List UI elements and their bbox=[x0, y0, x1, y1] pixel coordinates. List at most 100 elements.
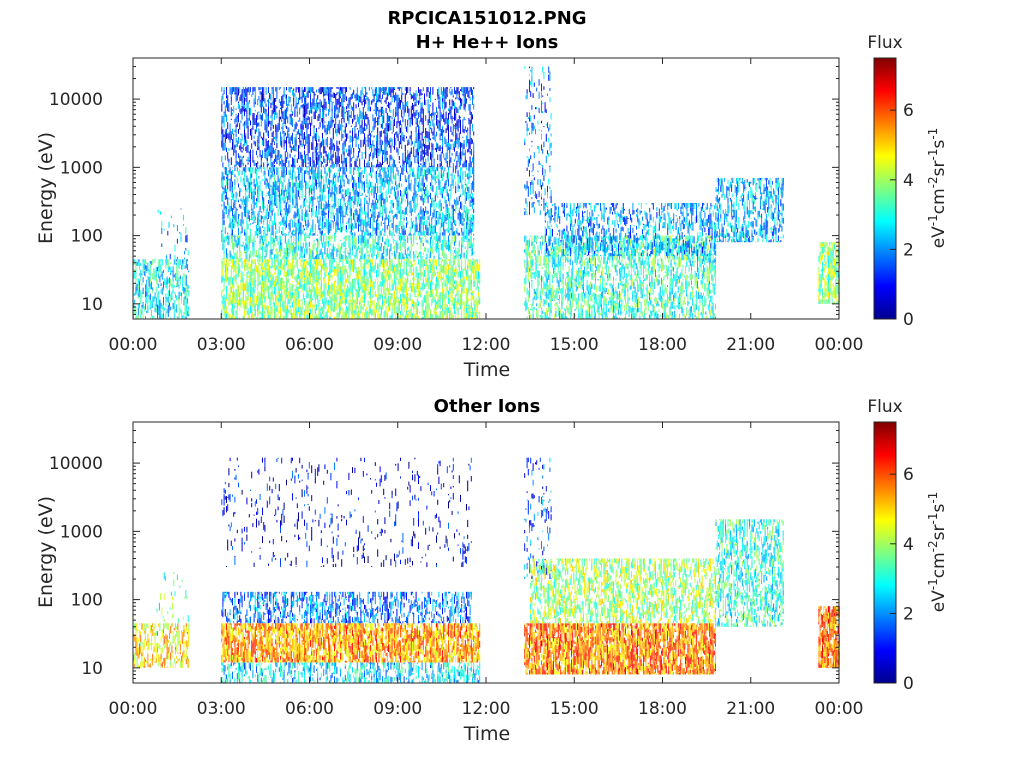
flux-cell bbox=[254, 230, 256, 235]
flux-cell bbox=[289, 167, 291, 171]
flux-cell bbox=[364, 253, 365, 260]
flux-cell bbox=[294, 218, 296, 222]
flux-cell bbox=[336, 105, 338, 110]
flux-cell bbox=[167, 267, 169, 272]
flux-cell bbox=[438, 100, 440, 105]
flux-cell bbox=[234, 185, 236, 190]
flux-cell bbox=[226, 206, 227, 211]
flux-cell bbox=[335, 152, 337, 159]
flux-cell bbox=[224, 312, 226, 319]
flux-cell bbox=[454, 147, 455, 152]
flux-cell bbox=[349, 150, 351, 156]
flux-cell bbox=[407, 223, 409, 225]
flux-cell bbox=[295, 96, 297, 104]
flux-cell bbox=[470, 183, 472, 184]
flux-cell bbox=[469, 214, 471, 220]
flux-cell bbox=[371, 100, 373, 105]
flux-cell bbox=[366, 174, 368, 180]
flux-cell bbox=[324, 108, 326, 110]
flux-cell bbox=[330, 155, 332, 158]
flux-cell bbox=[264, 167, 266, 171]
flux-cell bbox=[139, 286, 140, 293]
flux-cell bbox=[328, 190, 329, 195]
flux-cell bbox=[463, 204, 465, 213]
flux-cell bbox=[410, 204, 412, 211]
flux-cell bbox=[466, 206, 467, 214]
flux-cell bbox=[295, 255, 297, 260]
flux-cell bbox=[425, 194, 427, 197]
flux-cell bbox=[247, 162, 249, 165]
flux-cell bbox=[384, 241, 386, 245]
flux-cell bbox=[379, 235, 381, 239]
flux-cell bbox=[406, 130, 407, 132]
flux-cell bbox=[388, 172, 389, 179]
flux-cell bbox=[270, 249, 272, 255]
flux-cell bbox=[223, 250, 225, 254]
flux-cell bbox=[407, 155, 409, 163]
flux-cell bbox=[263, 210, 265, 213]
flux-cell bbox=[288, 184, 290, 192]
flux-cell bbox=[239, 187, 241, 191]
flux-cell bbox=[432, 119, 434, 127]
flux-cell bbox=[276, 255, 278, 259]
flux-cell bbox=[420, 97, 422, 100]
flux-cell bbox=[398, 161, 400, 164]
flux-cell bbox=[259, 150, 261, 153]
flux-cell bbox=[224, 272, 226, 277]
flux-cell bbox=[278, 157, 280, 166]
flux-cell bbox=[337, 250, 339, 252]
flux-cell bbox=[257, 167, 259, 169]
flux-cell bbox=[468, 163, 470, 168]
flux-cell bbox=[409, 200, 411, 205]
flux-cell bbox=[376, 254, 377, 260]
flux-cell bbox=[310, 254, 311, 260]
flux-cell bbox=[301, 133, 303, 140]
flux-cell bbox=[176, 279, 178, 282]
flux-cell bbox=[420, 196, 422, 201]
flux-cell bbox=[442, 232, 443, 236]
flux-cell bbox=[368, 166, 370, 168]
flux-cell bbox=[269, 188, 271, 194]
flux-cell bbox=[358, 116, 359, 125]
flux-cell bbox=[295, 235, 297, 242]
flux-cell bbox=[449, 239, 451, 244]
flux-cell bbox=[307, 144, 309, 148]
flux-cell bbox=[414, 115, 416, 119]
flux-cell bbox=[404, 235, 406, 239]
flux-cell bbox=[251, 128, 253, 135]
flux-cell bbox=[277, 208, 279, 217]
flux-cell bbox=[365, 128, 367, 131]
flux-cell bbox=[250, 149, 251, 154]
flux-cell bbox=[450, 242, 452, 250]
flux-cell bbox=[227, 95, 229, 103]
flux-cell bbox=[187, 310, 188, 317]
flux-cell bbox=[286, 156, 287, 163]
flux-cell bbox=[332, 191, 334, 195]
flux-cell bbox=[432, 204, 434, 207]
flux-cell bbox=[426, 224, 428, 227]
flux-cell bbox=[290, 232, 292, 235]
flux-cell bbox=[335, 99, 337, 106]
flux-cell bbox=[277, 185, 279, 192]
flux-cell bbox=[472, 96, 473, 98]
flux-cell bbox=[319, 217, 321, 220]
flux-cell bbox=[178, 259, 180, 267]
flux-cell bbox=[361, 129, 363, 134]
flux-cell bbox=[253, 135, 255, 139]
flux-cell bbox=[221, 175, 223, 178]
flux-cell bbox=[262, 200, 263, 203]
flux-cell bbox=[406, 193, 407, 199]
flux-cell bbox=[244, 102, 245, 105]
flux-cell bbox=[362, 143, 364, 147]
flux-cell bbox=[370, 145, 371, 148]
flux-cell bbox=[287, 131, 289, 139]
flux-cell bbox=[426, 219, 428, 225]
flux-cell bbox=[406, 162, 407, 168]
flux-cell bbox=[461, 153, 463, 161]
flux-cell bbox=[382, 236, 383, 243]
flux-cell bbox=[240, 244, 242, 247]
flux-cell bbox=[149, 293, 151, 300]
flux-cell bbox=[355, 104, 357, 109]
flux-cell bbox=[354, 235, 356, 237]
flux-cell bbox=[304, 170, 305, 177]
